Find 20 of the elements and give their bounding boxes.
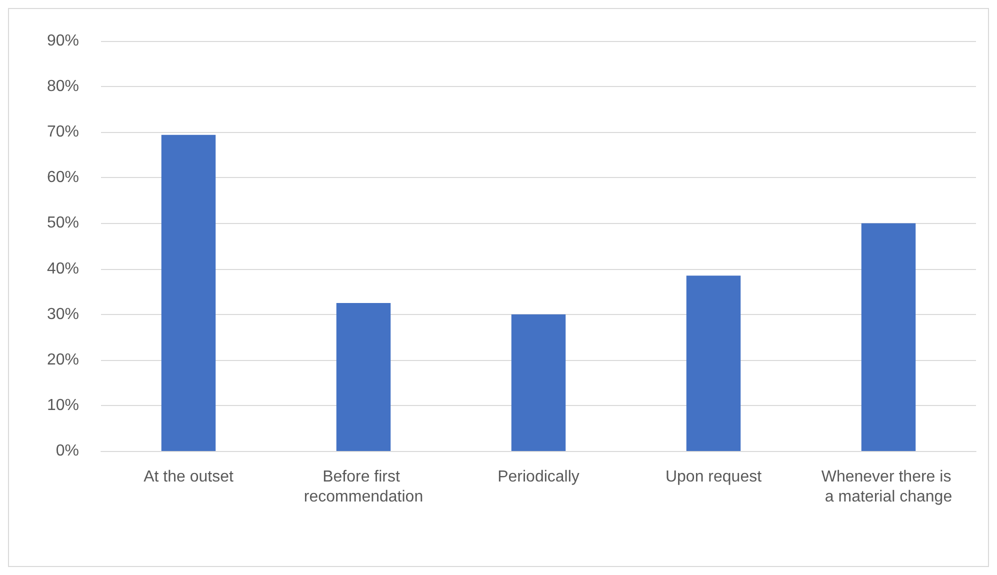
- bar: [861, 223, 916, 451]
- x-tick-label: Whenever there is a material change: [821, 468, 956, 506]
- y-tick-label: 60%: [46, 169, 79, 186]
- y-tick-label: 40%: [46, 260, 79, 278]
- y-tick-label: 50%: [46, 214, 79, 232]
- bar: [161, 134, 216, 451]
- y-tick-label: 90%: [46, 32, 79, 50]
- y-tick-label: 10%: [46, 396, 79, 414]
- bar: [336, 302, 391, 451]
- x-tick-label: Periodically: [498, 468, 580, 486]
- y-tick-label: 0%: [56, 442, 79, 460]
- bar: [686, 276, 741, 451]
- bar: [511, 314, 566, 451]
- y-tick-label: 70%: [46, 124, 79, 141]
- y-tick-label: 30%: [46, 306, 79, 323]
- x-tick-label: Upon request: [665, 468, 762, 486]
- x-tick-label: Before first recommendation: [304, 468, 424, 506]
- y-tick-label: 20%: [46, 351, 79, 368]
- x-tick-label: At the outset: [144, 468, 234, 486]
- y-tick-label: 80%: [46, 78, 79, 96]
